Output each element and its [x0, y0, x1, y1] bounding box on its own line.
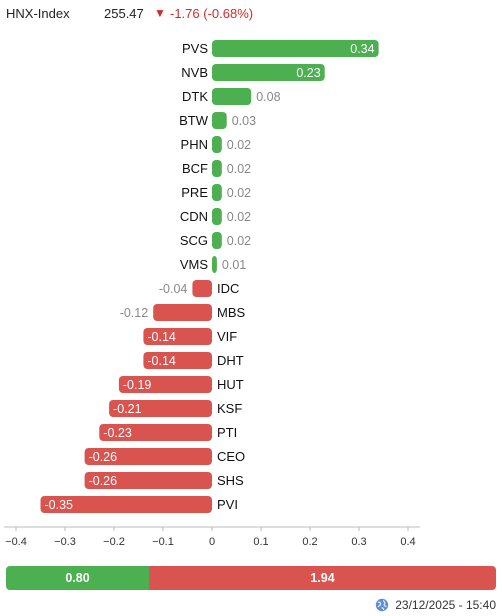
value-label: 0.02	[227, 210, 251, 224]
bar-dtk	[212, 88, 252, 105]
bar-btw	[212, 112, 227, 129]
bar-hut	[118, 376, 212, 393]
bar-phn	[212, 136, 222, 153]
value-label: 0.02	[227, 138, 251, 152]
bar-nvb	[212, 64, 325, 81]
value-label: -0.19	[123, 378, 152, 392]
x-tick-label: −0.3	[54, 536, 76, 548]
positive-total-label: 0.80	[65, 571, 90, 585]
bar-ksf	[109, 400, 212, 417]
category-label: IDC	[217, 281, 239, 296]
value-label: 0.01	[222, 258, 246, 272]
x-tick-label: −0.1	[152, 536, 174, 548]
value-label: 0.23	[296, 66, 320, 80]
index-name: HNX-Index	[6, 5, 70, 21]
category-label: PRE	[181, 185, 208, 200]
category-label: BCF	[182, 161, 208, 176]
index-change: -1.76 (-0.68%)	[170, 5, 254, 21]
bar-pti	[99, 424, 212, 441]
bar-pvs	[212, 40, 379, 57]
bar-vms	[212, 256, 217, 273]
bar-scg	[212, 232, 222, 249]
bar-mbs	[153, 304, 212, 321]
bar-pvi	[40, 496, 212, 513]
x-tick-label: 0.2	[302, 536, 317, 548]
category-label: PVS	[182, 41, 208, 56]
value-label: 0.02	[227, 234, 251, 248]
x-tick-label: 0	[209, 536, 215, 548]
x-tick-label: 0.3	[351, 536, 366, 548]
category-label: SHS	[217, 473, 244, 488]
value-label: -0.14	[147, 354, 176, 368]
index-header: HNX-Index 255.47 ▼ -1.76 (-0.68%)	[6, 3, 253, 23]
value-label: 0.02	[227, 162, 251, 176]
category-label: DTK	[182, 89, 208, 104]
value-label: 0.03	[232, 114, 256, 128]
footer: 23/12/2025 - 15:40	[375, 598, 496, 612]
value-label: -0.12	[120, 306, 149, 320]
value-label: -0.35	[45, 498, 74, 512]
bar-cdn	[212, 208, 222, 225]
value-label: -0.23	[103, 426, 132, 440]
bar-vif	[143, 328, 212, 345]
index-value: 255.47	[104, 5, 144, 21]
value-label: -0.26	[89, 450, 118, 464]
value-label: 0.02	[227, 186, 251, 200]
positive-total-segment: 0.80	[6, 566, 150, 590]
globe-icon	[376, 598, 389, 612]
value-label: 0.08	[256, 90, 280, 104]
bar-shs	[84, 472, 212, 489]
category-label: KSF	[217, 401, 242, 416]
bar-idc	[192, 280, 212, 297]
category-label: SCG	[180, 233, 208, 248]
category-label: CDN	[180, 209, 208, 224]
x-tick-label: −0.4	[5, 536, 27, 548]
category-label: DHT	[217, 353, 244, 368]
advance-decline-bar: 0.80 1.94	[6, 566, 496, 590]
negative-total-label: 1.94	[310, 571, 335, 585]
down-arrow-icon: ▼	[154, 6, 166, 20]
bar-bcf	[212, 160, 222, 177]
value-label: -0.26	[89, 474, 118, 488]
bar-dht	[143, 352, 212, 369]
x-tick-label: −0.2	[103, 536, 125, 548]
value-label: 0.34	[350, 42, 374, 56]
value-label: -0.04	[159, 282, 188, 296]
x-tick-label: 0.4	[400, 536, 415, 548]
category-label: MBS	[217, 305, 246, 320]
category-label: BTW	[179, 113, 209, 128]
category-label: PTI	[217, 425, 237, 440]
category-label: CEO	[217, 449, 245, 464]
value-label: -0.21	[113, 402, 142, 416]
bar-ceo	[84, 448, 212, 465]
category-label: NVB	[181, 65, 208, 80]
category-label: VMS	[180, 257, 209, 272]
category-label: VIF	[217, 329, 237, 344]
category-label: PVI	[217, 497, 238, 512]
category-label: PHN	[181, 137, 208, 152]
bar-pre	[212, 184, 222, 201]
timestamp: 23/12/2025 - 15:40	[395, 598, 496, 612]
category-label: HUT	[217, 377, 244, 392]
contribution-chart: PVS 0.34 NVB 0.23 DTK 0.08 BTW 0.03 PHN 0.02 BCF 0.…	[4, 40, 420, 548]
negative-total-segment: 1.94	[149, 566, 496, 590]
value-label: -0.14	[147, 330, 176, 344]
x-tick-label: 0.1	[253, 536, 268, 548]
